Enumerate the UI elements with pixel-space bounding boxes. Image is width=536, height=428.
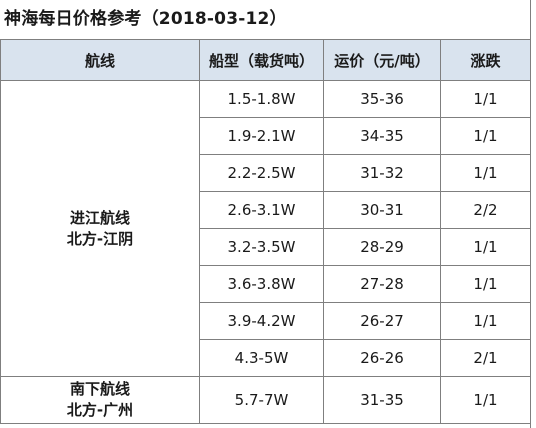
change-cell: 1/1 xyxy=(440,302,531,340)
change-cell: 2/1 xyxy=(440,339,531,377)
ship-type-cell: 3.2-3.5W xyxy=(199,228,324,266)
page-right-border xyxy=(530,0,531,428)
change-cell: 1/1 xyxy=(440,376,531,424)
freight-cell: 26-26 xyxy=(323,339,441,377)
table-row: 2.2-2.5W 31-32 1/1 xyxy=(1,154,531,192)
change-cell: 1/1 xyxy=(440,265,531,303)
route-name: 南下航线 xyxy=(69,380,130,398)
ship-type-cell: 1.9-2.1W xyxy=(199,117,324,155)
freight-cell: 35-36 xyxy=(323,80,441,118)
price-table: 航线 船型（载货吨） 运价（元/吨） 涨跌 进江航线 北方-江阴 1.5-1.8… xyxy=(0,39,531,424)
table-row: 4.3-5W 26-26 2/1 xyxy=(1,339,531,377)
header-freight: 运价（元/吨） xyxy=(323,39,441,81)
route-cell-nanxia: 南下航线 北方-广州 xyxy=(0,376,200,424)
route-name: 进江航线 xyxy=(69,208,130,227)
route-cell-jinjiang: 进江航线 北方-江阴 xyxy=(0,80,200,377)
header-route: 航线 xyxy=(0,39,200,81)
ship-type-cell: 4.3-5W xyxy=(199,339,324,377)
freight-cell: 28-29 xyxy=(323,228,441,266)
header-ship-type: 船型（载货吨） xyxy=(199,39,324,81)
table-row: 南下航线 北方-广州 5.7-7W 31-35 1/1 xyxy=(0,376,531,424)
freight-cell: 34-35 xyxy=(323,117,441,155)
page-title: 神海每日价格参考（2018-03-12） xyxy=(4,9,287,29)
freight-cell: 30-31 xyxy=(323,191,441,229)
ship-type-cell: 2.6-3.1W xyxy=(199,191,324,229)
route-endpoints: 北方-广州 xyxy=(66,401,134,419)
change-cell: 1/1 xyxy=(440,228,531,266)
table-header-row: 航线 船型（载货吨） 运价（元/吨） 涨跌 xyxy=(0,39,531,81)
change-cell: 1/1 xyxy=(440,117,531,155)
ship-type-cell: 3.9-4.2W xyxy=(199,302,324,340)
change-cell: 1/1 xyxy=(440,80,531,118)
change-cell: 2/2 xyxy=(440,191,531,229)
ship-type-cell: 1.5-1.8W xyxy=(199,80,324,118)
table-row: 3.9-4.2W 26-27 1/1 xyxy=(1,302,531,340)
route-endpoints: 北方-江阴 xyxy=(66,229,134,248)
ship-type-cell: 2.2-2.5W xyxy=(199,154,324,192)
ship-type-cell: 5.7-7W xyxy=(199,376,324,424)
freight-cell: 27-28 xyxy=(323,265,441,303)
ship-type-cell: 3.6-3.8W xyxy=(199,265,324,303)
table-row: 2.6-3.1W 30-31 2/2 xyxy=(1,191,531,229)
table-row: 3.2-3.5W 28-29 1/1 xyxy=(1,228,531,266)
header-change: 涨跌 xyxy=(440,39,531,81)
freight-cell: 26-27 xyxy=(323,302,441,340)
table-row: 3.6-3.8W 27-28 1/1 xyxy=(1,265,531,303)
table-row: 进江航线 北方-江阴 1.5-1.8W 35-36 1/1 xyxy=(0,80,531,377)
freight-cell: 31-35 xyxy=(323,376,441,424)
change-cell: 1/1 xyxy=(440,154,531,192)
freight-cell: 31-32 xyxy=(323,154,441,192)
